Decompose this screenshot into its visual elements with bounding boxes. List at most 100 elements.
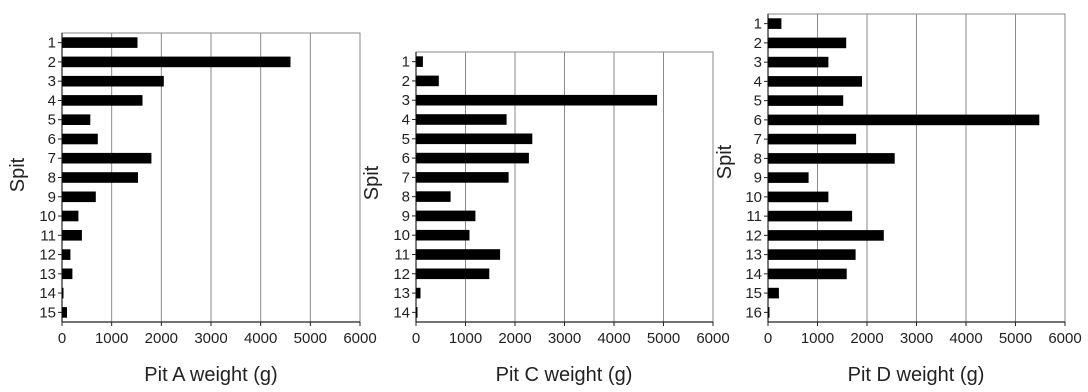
y-tick-label: 3 bbox=[754, 54, 762, 71]
bar bbox=[62, 37, 138, 48]
bar bbox=[416, 56, 423, 67]
x-tick-label: 5000 bbox=[294, 330, 327, 347]
y-tick-label: 12 bbox=[745, 227, 762, 244]
bar bbox=[768, 268, 847, 280]
bar bbox=[62, 172, 138, 183]
bar bbox=[768, 37, 847, 49]
y-tick-label: 7 bbox=[48, 150, 56, 167]
bar bbox=[62, 230, 82, 241]
x-tick-label: 6000 bbox=[696, 330, 729, 347]
y-tick-label: 14 bbox=[39, 285, 56, 302]
bar bbox=[768, 95, 844, 106]
y-tick-label: 12 bbox=[39, 247, 56, 264]
bar bbox=[62, 249, 71, 260]
y-tick-label: 13 bbox=[393, 285, 410, 302]
bar bbox=[416, 94, 658, 106]
y-tick-label: 1 bbox=[48, 35, 56, 52]
y-tick-label: 9 bbox=[754, 170, 762, 187]
x-tick-label: 4000 bbox=[597, 330, 630, 347]
y-tick-label: 11 bbox=[40, 227, 56, 244]
bar bbox=[768, 172, 809, 183]
y-tick-label: 7 bbox=[402, 169, 410, 186]
x-tick-label: 1000 bbox=[801, 330, 834, 347]
y-tick-label: 16 bbox=[745, 304, 762, 321]
y-tick-label: 4 bbox=[754, 73, 762, 90]
bar bbox=[62, 287, 64, 299]
y-tick-label: 2 bbox=[402, 73, 410, 90]
bar bbox=[416, 152, 529, 164]
y-tick-label: 9 bbox=[402, 208, 410, 225]
bar bbox=[62, 152, 152, 164]
x-tick-label: 5000 bbox=[647, 330, 680, 347]
y-tick-label: 3 bbox=[48, 73, 56, 90]
x-tick-label: 4000 bbox=[949, 330, 982, 347]
y-tick-label: 5 bbox=[754, 93, 762, 110]
bar bbox=[62, 114, 91, 125]
bar bbox=[416, 287, 421, 299]
bar bbox=[62, 307, 67, 318]
x-tick-label: 2000 bbox=[145, 330, 178, 347]
y-tick-label: 11 bbox=[746, 208, 762, 225]
y-tick-label: 10 bbox=[745, 189, 762, 206]
y-tick-label: 13 bbox=[745, 247, 762, 264]
x-tick-label: 3000 bbox=[900, 330, 933, 347]
bar bbox=[768, 114, 1040, 126]
y-axis-title: Spit bbox=[714, 144, 736, 179]
bar bbox=[62, 268, 73, 280]
y-tick-label: 5 bbox=[48, 112, 56, 129]
bar bbox=[62, 75, 164, 87]
y-tick-label: 15 bbox=[745, 285, 762, 302]
bar bbox=[62, 95, 143, 106]
bar bbox=[416, 249, 501, 260]
y-tick-label: 1 bbox=[402, 54, 410, 71]
x-tick-label: 3000 bbox=[194, 330, 227, 347]
bar bbox=[768, 153, 895, 164]
y-tick-label: 9 bbox=[48, 189, 56, 206]
y-axis-title: Spit bbox=[7, 157, 29, 192]
x-axis-title: Pit C weight (g) bbox=[496, 364, 633, 386]
bar bbox=[768, 191, 829, 203]
x-tick-label: 0 bbox=[412, 330, 420, 347]
y-tick-label: 10 bbox=[39, 208, 56, 225]
bar bbox=[416, 307, 418, 318]
x-tick-label: 2000 bbox=[850, 330, 883, 347]
x-tick-label: 0 bbox=[58, 330, 66, 347]
y-tick-label: 14 bbox=[745, 266, 762, 283]
y-tick-label: 15 bbox=[39, 304, 56, 321]
y-tick-label: 2 bbox=[754, 35, 762, 52]
y-tick-label: 11 bbox=[394, 247, 410, 264]
bar bbox=[62, 133, 98, 145]
bar bbox=[768, 307, 770, 318]
y-tick-label: 8 bbox=[48, 170, 56, 187]
x-axis-title: Pit A weight (g) bbox=[144, 364, 277, 386]
bar bbox=[768, 210, 853, 222]
x-tick-label: 6000 bbox=[1048, 330, 1081, 347]
bar bbox=[416, 133, 533, 145]
bar bbox=[416, 191, 451, 202]
bar bbox=[62, 56, 291, 68]
y-tick-label: 5 bbox=[402, 131, 410, 148]
x-tick-label: 2000 bbox=[498, 330, 531, 347]
x-tick-label: 3000 bbox=[548, 330, 581, 347]
x-tick-label: 6000 bbox=[343, 330, 376, 347]
y-tick-label: 8 bbox=[402, 189, 410, 206]
y-tick-label: 4 bbox=[48, 92, 56, 109]
y-tick-label: 1 bbox=[754, 16, 762, 33]
x-tick-label: 0 bbox=[764, 330, 772, 347]
y-tick-label: 6 bbox=[48, 131, 56, 148]
x-tick-label: 1000 bbox=[95, 330, 128, 347]
x-tick-label: 1000 bbox=[449, 330, 482, 347]
bar bbox=[416, 268, 490, 280]
bar bbox=[416, 114, 507, 125]
bar bbox=[768, 249, 856, 260]
bar bbox=[768, 76, 862, 87]
y-tick-label: 7 bbox=[754, 131, 762, 148]
y-tick-label: 13 bbox=[39, 266, 56, 283]
y-tick-label: 6 bbox=[754, 112, 762, 129]
bar bbox=[768, 18, 782, 29]
bar bbox=[416, 210, 476, 222]
